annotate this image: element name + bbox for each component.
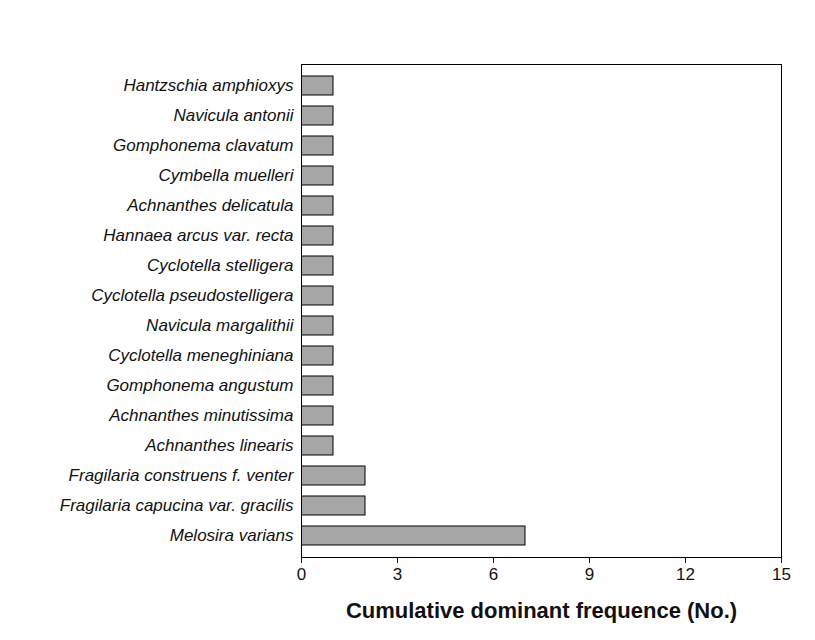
svg-text:Navicula margalithii: Navicula margalithii (146, 316, 295, 335)
svg-text:Cyclotella meneghiniana: Cyclotella meneghiniana (108, 346, 293, 365)
svg-text:15: 15 (772, 565, 791, 584)
svg-text:Gomphonema angustum: Gomphonema angustum (106, 376, 293, 395)
svg-text:3: 3 (393, 565, 402, 584)
svg-text:Hantzschia amphioxys: Hantzschia amphioxys (123, 76, 294, 95)
svg-text:Gomphonema clavatum: Gomphonema clavatum (113, 136, 293, 155)
svg-text:0: 0 (297, 565, 306, 584)
svg-text:Achnanthes minutissima: Achnanthes minutissima (108, 406, 293, 425)
svg-text:Fragilaria capucina var. graci: Fragilaria capucina var. gracilis (60, 496, 294, 515)
svg-text:6: 6 (489, 565, 498, 584)
svg-text:Achnanthes linearis: Achnanthes linearis (144, 436, 294, 455)
svg-text:9: 9 (585, 565, 594, 584)
svg-text:Navicula antonii: Navicula antonii (173, 106, 294, 125)
svg-text:Cyclotella stelligera: Cyclotella stelligera (147, 256, 293, 275)
svg-text:Cymbella muelleri: Cymbella muelleri (158, 166, 294, 185)
svg-text:Hannaea arcus var. recta: Hannaea arcus var. recta (103, 226, 293, 245)
svg-text:Melosira varians: Melosira varians (170, 526, 294, 545)
svg-text:Fragilaria construens f. vente: Fragilaria construens f. venter (69, 466, 295, 485)
svg-text:Achnanthes delicatula: Achnanthes delicatula (126, 196, 293, 215)
svg-text:Cumulative dominant frequence: Cumulative dominant frequence (No.) (346, 598, 737, 623)
svg-text:Cyclotella pseudostelligera: Cyclotella pseudostelligera (91, 286, 293, 305)
svg-text:12: 12 (676, 565, 695, 584)
